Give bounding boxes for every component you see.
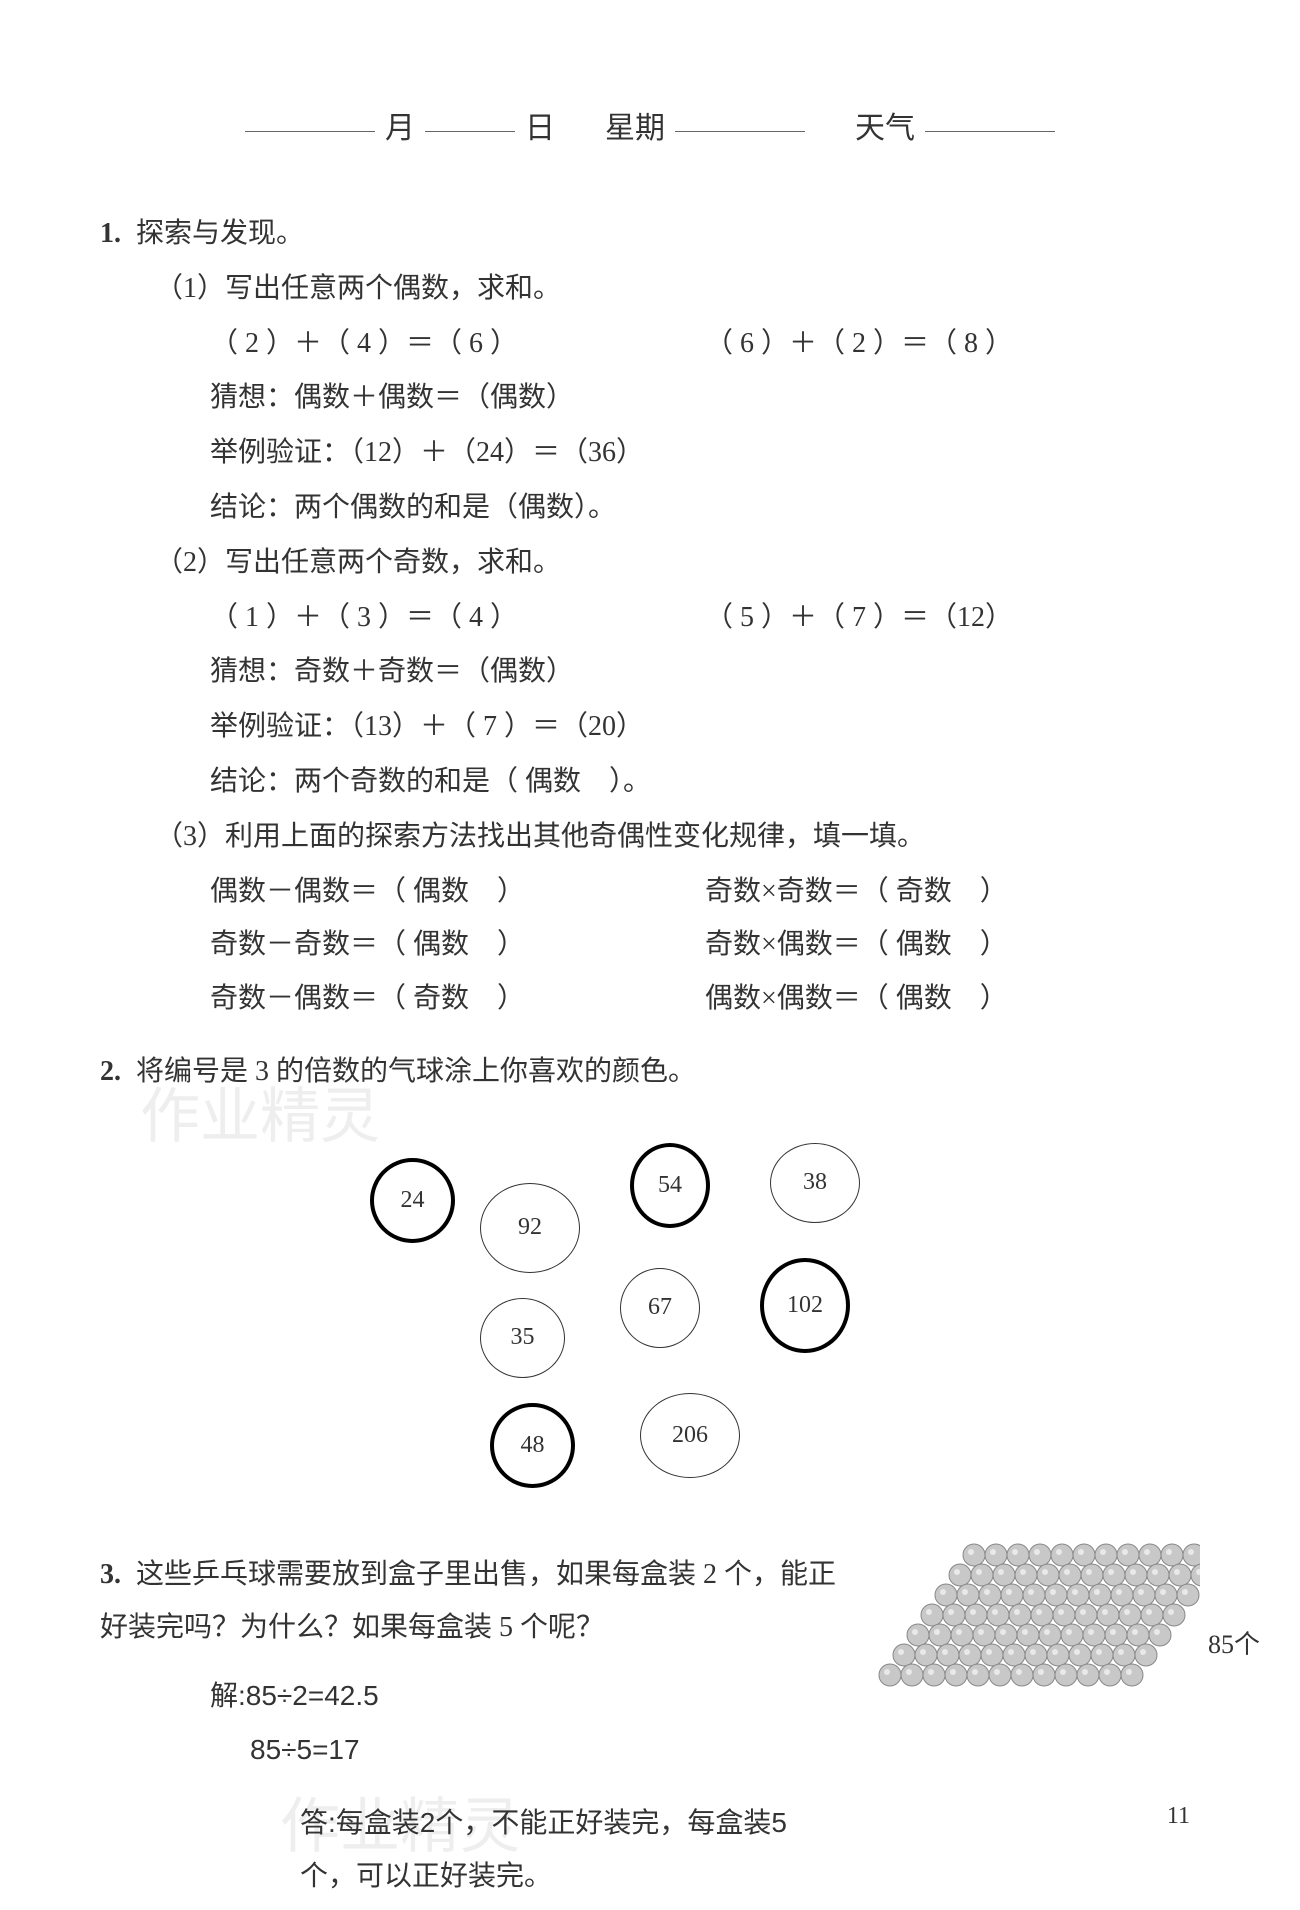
q3-count-label: 85个 [1208, 1620, 1260, 1669]
blank-day [425, 100, 515, 132]
q1-p1-eq2: （ 6 ）＋（ 2 ）＝（ 8 ） [705, 317, 1200, 370]
q1-p1-guess: 猜想：偶数＋偶数＝（偶数） [210, 371, 1200, 424]
q1-p2-eq1: （ 1 ）＋（ 3 ）＝（ 4 ） [210, 591, 705, 644]
q1-p3-r2a: 奇数－奇数＝（ 偶数 ） [210, 918, 705, 971]
q1-p3-r1b: 奇数×奇数＝（ 奇数 ） [705, 865, 1200, 918]
q1-number: 1. [100, 218, 121, 249]
q1-p2-eq2: （ 5 ）＋（ 7 ）＝（12） [705, 591, 1200, 644]
question-1: 1. 探索与发现。 （1）写出任意两个偶数，求和。 （ 2 ）＋（ 4 ）＝（ … [100, 207, 1200, 1025]
label-day: 日 [525, 100, 555, 157]
q2-title: 将编号是 3 的倍数的气球涂上你喜欢的颜色。 [136, 1056, 696, 1087]
balloon: 35 [480, 1298, 565, 1378]
page-header: 月 日 星期 天气 [100, 100, 1200, 157]
balloon: 206 [640, 1393, 740, 1478]
q1-p2-guess: 猜想：奇数＋奇数＝（偶数） [210, 645, 1200, 698]
q1-p3-r1a: 偶数－偶数＝（ 偶数 ） [210, 865, 705, 918]
q2-number: 2. [100, 1056, 121, 1087]
q3-eq2: 85÷5=17 [250, 1723, 1200, 1776]
balloon: 24 [370, 1158, 455, 1243]
q1-p3-r2b: 奇数×偶数＝（ 偶数 ） [705, 918, 1200, 971]
q3-title: 这些乒乓球需要放到盒子里出售，如果每盒装 2 个，能正好装完吗？为什么？如果每盒… [100, 1559, 836, 1643]
q1-p2-label: （2）写出任意两个奇数，求和。 [155, 536, 1200, 589]
q1-p3-r3b: 偶数×偶数＝（ 偶数 ） [705, 972, 1200, 1025]
pingpong-balls-figure: 85个 [850, 1530, 1200, 1730]
q1-p3-label: （3）利用上面的探索方法找出其他奇偶性变化规律，填一填。 [155, 810, 1200, 863]
balloon: 67 [620, 1268, 700, 1348]
q1-p1-eq1: （ 2 ）＋（ 4 ）＝（ 6 ） [210, 317, 705, 370]
q1-p1-conclusion: 结论：两个偶数的和是（偶数）。 [210, 481, 1200, 534]
question-2: 2. 将编号是 3 的倍数的气球涂上你喜欢的颜色。 24 92 54 38 35 67 10… [100, 1045, 1200, 1508]
balloon: 54 [630, 1143, 710, 1228]
q1-p1-verify: 举例验证：（12）＋（24）＝（36） [210, 426, 1200, 479]
q1-p1-label: （1）写出任意两个偶数，求和。 [155, 262, 1200, 315]
balloon: 102 [760, 1258, 850, 1353]
blank-month [245, 100, 375, 132]
q1-p2-conclusion: 结论：两个奇数的和是（ 偶数 ）。 [210, 755, 1200, 808]
balloon: 38 [770, 1143, 860, 1223]
q3-number: 3. [100, 1559, 121, 1590]
q3-eq1: 85÷2=42.5 [246, 1680, 379, 1711]
q3-sol-label: 解: [210, 1680, 246, 1711]
blank-weekday [675, 100, 805, 132]
q1-p3-r3a: 奇数－偶数＝（ 奇数 ） [210, 972, 705, 1025]
balloons-container: 24 92 54 38 35 67 102 48 206 [300, 1128, 1000, 1508]
balloon: 48 [490, 1403, 575, 1488]
label-weather: 天气 [855, 100, 915, 157]
label-weekday: 星期 [605, 100, 665, 157]
balloon: 92 [480, 1183, 580, 1273]
q1-p2-verify: 举例验证：（13）＋（ 7 ）＝（20） [210, 700, 1200, 753]
blank-weather [925, 100, 1055, 132]
q1-title: 探索与发现。 [136, 218, 304, 249]
q3-answer: 答:每盒装2个，不能正好装完，每盒装5个，可以正好装完。 [300, 1796, 840, 1902]
page-number: 11 [1167, 1794, 1190, 1840]
label-month: 月 [385, 100, 415, 157]
